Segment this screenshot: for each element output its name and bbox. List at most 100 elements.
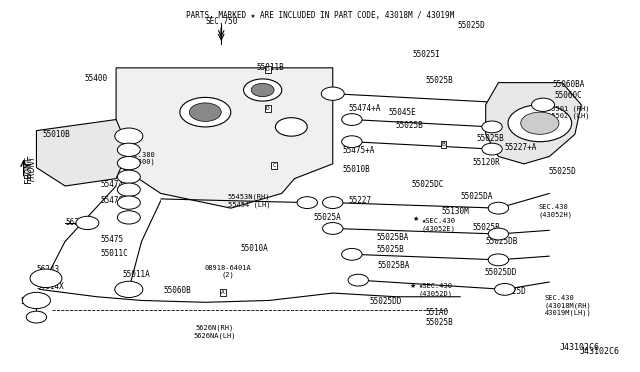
Circle shape xyxy=(115,281,143,298)
Circle shape xyxy=(488,254,509,266)
Circle shape xyxy=(22,292,51,309)
Text: 55453N(RH)
55454 (LH): 55453N(RH) 55454 (LH) xyxy=(228,194,270,208)
Text: SEC.430
(43018M(RH)
43019M(LH)): SEC.430 (43018M(RH) 43019M(LH)) xyxy=(545,295,592,317)
Circle shape xyxy=(482,121,502,133)
Text: 55025B: 55025B xyxy=(425,76,453,85)
Circle shape xyxy=(251,83,274,97)
Text: 5626N(RH)
5626NA(LH): 5626N(RH) 5626NA(LH) xyxy=(194,325,236,339)
Circle shape xyxy=(508,105,572,142)
Circle shape xyxy=(30,269,62,288)
Circle shape xyxy=(488,202,509,214)
Circle shape xyxy=(275,118,307,136)
Circle shape xyxy=(521,112,559,134)
Text: 55227+A: 55227+A xyxy=(505,143,537,152)
Text: 55025DB: 55025DB xyxy=(486,237,518,246)
Text: 55474+A: 55474+A xyxy=(349,104,381,113)
Circle shape xyxy=(117,183,140,196)
Text: 55010B: 55010B xyxy=(342,165,370,174)
Circle shape xyxy=(348,274,369,286)
Circle shape xyxy=(321,87,344,100)
Text: FRONT: FRONT xyxy=(28,154,36,180)
Text: 55011B: 55011B xyxy=(256,63,284,72)
Text: 56243: 56243 xyxy=(36,264,60,273)
Text: FRONT: FRONT xyxy=(24,156,33,183)
Text: 55025DA: 55025DA xyxy=(460,192,493,201)
Text: 55501 (RH)
55502 (LH): 55501 (RH) 55502 (LH) xyxy=(547,105,589,119)
Circle shape xyxy=(297,197,317,209)
Circle shape xyxy=(115,128,143,144)
Circle shape xyxy=(76,216,99,230)
Text: 55025B: 55025B xyxy=(376,245,404,254)
Polygon shape xyxy=(36,119,129,186)
Text: 55130M: 55130M xyxy=(441,207,469,217)
Text: 55400: 55400 xyxy=(84,74,108,83)
Polygon shape xyxy=(486,83,581,164)
Text: SEC.750: SEC.750 xyxy=(205,17,237,26)
Text: PARTS, MARKED ★ ARE INCLUDED IN PART CODE, 43018M / 43019M: PARTS, MARKED ★ ARE INCLUDED IN PART COD… xyxy=(186,11,454,20)
Text: 55025BA: 55025BA xyxy=(378,261,410,270)
Text: 55060B: 55060B xyxy=(164,286,191,295)
Circle shape xyxy=(532,98,554,112)
Text: 55011C: 55011C xyxy=(100,249,128,258)
Circle shape xyxy=(323,197,343,209)
Text: 55474: 55474 xyxy=(100,180,124,189)
Circle shape xyxy=(117,211,140,224)
Text: 55475+A: 55475+A xyxy=(342,147,374,155)
Text: D: D xyxy=(266,67,269,72)
Text: 55010B: 55010B xyxy=(43,130,70,139)
Text: 55120R: 55120R xyxy=(473,157,500,167)
Text: 551A0: 551A0 xyxy=(425,308,448,317)
Text: 55060C: 55060C xyxy=(554,91,582,100)
Text: SEC.380
(38300): SEC.380 (38300) xyxy=(125,151,156,165)
Text: 55227: 55227 xyxy=(349,196,372,205)
Text: 55045E: 55045E xyxy=(389,108,417,117)
Text: 55060BA: 55060BA xyxy=(552,80,585,89)
Circle shape xyxy=(342,113,362,125)
Text: 55025BA: 55025BA xyxy=(376,233,408,242)
Text: ★SEC.430
(43052E): ★SEC.430 (43052E) xyxy=(422,218,456,231)
Circle shape xyxy=(244,79,282,101)
Text: SEC.430
(43052H): SEC.430 (43052H) xyxy=(539,204,573,218)
Text: 54614X: 54614X xyxy=(36,282,64,291)
Text: 55025DD: 55025DD xyxy=(369,297,401,306)
Text: A: A xyxy=(221,290,225,295)
Circle shape xyxy=(117,170,140,183)
Circle shape xyxy=(488,228,509,240)
Circle shape xyxy=(342,248,362,260)
Text: 55025DD: 55025DD xyxy=(484,268,516,277)
Text: 55025I: 55025I xyxy=(412,51,440,60)
Text: 55025B: 55025B xyxy=(476,134,504,142)
Text: 55025B: 55025B xyxy=(425,318,453,327)
Text: J43102C6: J43102C6 xyxy=(579,347,620,356)
Text: 56230: 56230 xyxy=(65,218,88,227)
Text: 55475: 55475 xyxy=(100,235,124,244)
Circle shape xyxy=(495,283,515,295)
Text: ★: ★ xyxy=(412,216,419,222)
Text: 55011A: 55011A xyxy=(122,270,150,279)
Circle shape xyxy=(482,143,502,155)
Circle shape xyxy=(117,157,140,170)
Text: B: B xyxy=(442,142,445,147)
Text: 55025A: 55025A xyxy=(314,213,341,222)
Text: ★: ★ xyxy=(409,283,415,289)
Text: 55025B: 55025B xyxy=(473,223,500,232)
Text: 55060A: 55060A xyxy=(20,297,48,306)
Text: ★SEC.430
(43052D): ★SEC.430 (43052D) xyxy=(419,283,452,297)
Circle shape xyxy=(26,311,47,323)
Text: D: D xyxy=(266,106,269,111)
Text: 55025D: 55025D xyxy=(457,21,484,30)
Text: 08918-6401A
(2): 08918-6401A (2) xyxy=(204,265,251,278)
Circle shape xyxy=(342,136,362,148)
Text: 55025D: 55025D xyxy=(548,167,576,176)
Text: C: C xyxy=(272,163,276,168)
Text: 55025DC: 55025DC xyxy=(411,180,444,189)
Polygon shape xyxy=(116,68,333,208)
Circle shape xyxy=(117,143,140,157)
Text: 55025B: 55025B xyxy=(395,121,423,129)
Circle shape xyxy=(189,103,221,121)
Text: 55476: 55476 xyxy=(100,196,124,205)
Circle shape xyxy=(323,222,343,234)
Circle shape xyxy=(180,97,231,127)
Text: 55010A: 55010A xyxy=(241,244,268,253)
Circle shape xyxy=(117,196,140,209)
